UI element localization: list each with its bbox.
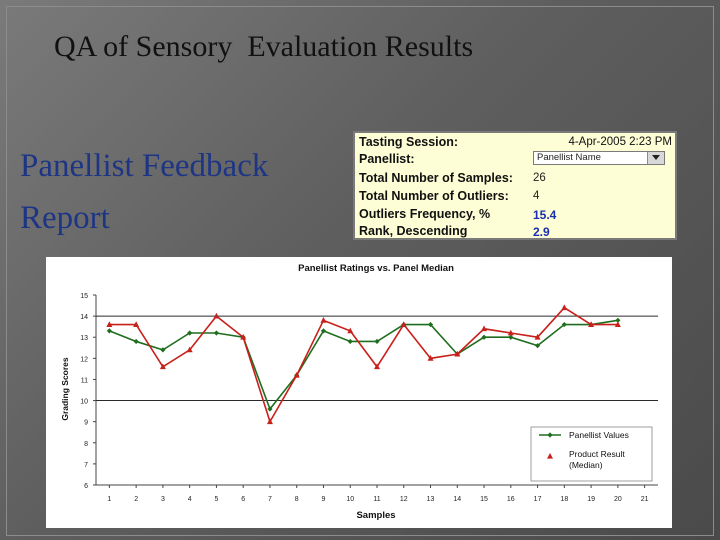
x-tick-label: 13 bbox=[427, 496, 435, 503]
y-tick-label: 9 bbox=[84, 420, 88, 427]
y-tick-label: 6 bbox=[84, 483, 88, 490]
y-tick-label: 11 bbox=[81, 377, 88, 384]
x-tick-label: 15 bbox=[480, 496, 488, 503]
legend-label-product: Product Result bbox=[569, 449, 625, 459]
rank-label: Rank, Descending bbox=[359, 224, 468, 238]
x-tick-label: 7 bbox=[268, 496, 272, 503]
panellist-point bbox=[374, 338, 380, 345]
panellist-point bbox=[267, 406, 273, 412]
product-point bbox=[106, 321, 113, 327]
product-point bbox=[507, 329, 514, 336]
x-tick-label: 3 bbox=[161, 496, 165, 503]
x-tick-label: 10 bbox=[346, 496, 354, 503]
x-tick-label: 9 bbox=[322, 496, 326, 503]
product-point bbox=[400, 321, 407, 327]
x-tick-label: 20 bbox=[614, 496, 622, 503]
slide-title: QA of Sensory Evaluation Results bbox=[54, 30, 474, 63]
x-tick-label: 4 bbox=[188, 496, 192, 503]
legend-label-panellist: Panellist Values bbox=[569, 430, 629, 440]
product-point bbox=[534, 333, 541, 340]
x-tick-label: 12 bbox=[400, 496, 408, 503]
x-tick-label: 21 bbox=[641, 496, 649, 503]
x-tick-label: 5 bbox=[214, 496, 218, 503]
panellist-select[interactable]: Panellist Name bbox=[533, 151, 665, 165]
panellist-point bbox=[534, 343, 541, 349]
outliers-frequency-value: 15.4 bbox=[533, 208, 557, 222]
total-samples-label: Total Number of Samples: bbox=[359, 171, 513, 185]
x-tick-label: 1 bbox=[107, 496, 111, 503]
panellist-point bbox=[187, 330, 193, 336]
ratings-chart: Panellist Ratings vs. Panel Median Sampl… bbox=[46, 257, 672, 528]
x-tick-label: 19 bbox=[587, 496, 595, 503]
product-point bbox=[266, 418, 273, 425]
x-tick-label: 8 bbox=[295, 496, 299, 503]
chevron-down-icon[interactable] bbox=[647, 152, 664, 164]
y-tick-label: 12 bbox=[80, 356, 88, 363]
product-point bbox=[240, 333, 247, 340]
chart-x-axis-label: Samples bbox=[356, 510, 395, 521]
panellist-point bbox=[133, 338, 139, 345]
legend-marker-panellist bbox=[547, 432, 553, 438]
total-outliers-value: 4 bbox=[533, 190, 540, 202]
subtitle-line-1: Panellist Feedback bbox=[20, 148, 269, 184]
y-tick-label: 13 bbox=[80, 335, 88, 342]
product-point bbox=[427, 355, 434, 361]
x-tick-label: 17 bbox=[534, 496, 542, 503]
product-point bbox=[481, 325, 488, 332]
product-point bbox=[588, 321, 595, 327]
slide-subtitle: Panellist Feedback Report bbox=[20, 140, 268, 244]
x-tick-label: 18 bbox=[560, 496, 568, 503]
legend-label-product: (Median) bbox=[569, 460, 603, 470]
series-line-product-result bbox=[109, 306, 618, 424]
slide-frame bbox=[6, 6, 714, 536]
panellist-point bbox=[347, 338, 353, 345]
outliers-frequency-label: Outliers Frequency, % bbox=[359, 207, 491, 221]
product-point bbox=[454, 350, 461, 357]
x-tick-label: 2 bbox=[134, 496, 138, 503]
product-point bbox=[561, 304, 568, 311]
product-point bbox=[347, 327, 354, 334]
panellist-point bbox=[427, 321, 434, 328]
series-line-panellist-values bbox=[109, 319, 618, 411]
y-tick-label: 8 bbox=[84, 441, 88, 448]
tasting-session-value: 4-Apr-2005 2:23 PM bbox=[568, 136, 672, 148]
legend-marker-product bbox=[547, 453, 553, 459]
ratings-chart-svg: Panellist Ratings vs. Panel Median Sampl… bbox=[60, 263, 658, 521]
y-tick-label: 10 bbox=[80, 399, 88, 406]
panellist-point bbox=[106, 328, 112, 334]
subtitle-line-2: Report bbox=[20, 200, 110, 236]
product-point bbox=[186, 346, 193, 353]
y-tick-label: 7 bbox=[84, 462, 88, 469]
panellist-point bbox=[481, 334, 487, 340]
x-tick-label: 6 bbox=[241, 496, 245, 503]
panellist-point bbox=[508, 334, 514, 340]
y-tick-label: 14 bbox=[80, 314, 88, 321]
session-info-panel: Tasting Session: 4-Apr-2005 2:23 PM Pane… bbox=[353, 131, 677, 240]
tasting-session-label: Tasting Session: bbox=[359, 135, 459, 149]
panellist-select-value: Panellist Name bbox=[537, 152, 601, 163]
total-outliers-label: Total Number of Outliers: bbox=[359, 189, 509, 203]
chart-title: Panellist Ratings vs. Panel Median bbox=[298, 263, 454, 274]
x-tick-label: 16 bbox=[507, 496, 515, 503]
total-samples-value: 26 bbox=[533, 172, 546, 184]
product-point bbox=[374, 363, 380, 370]
y-tick-label: 15 bbox=[80, 293, 88, 300]
product-point bbox=[159, 363, 166, 370]
product-point bbox=[320, 317, 327, 323]
product-point bbox=[133, 321, 140, 327]
product-point bbox=[293, 371, 300, 378]
rank-value: 2.9 bbox=[533, 225, 550, 239]
x-tick-label: 11 bbox=[373, 496, 380, 503]
panellist-label: Panellist: bbox=[359, 152, 415, 166]
panellist-point bbox=[213, 330, 220, 336]
product-point bbox=[213, 312, 220, 319]
chart-y-axis-label: Grading Scores bbox=[60, 357, 70, 421]
x-tick-label: 14 bbox=[453, 496, 461, 503]
product-point bbox=[614, 321, 621, 327]
